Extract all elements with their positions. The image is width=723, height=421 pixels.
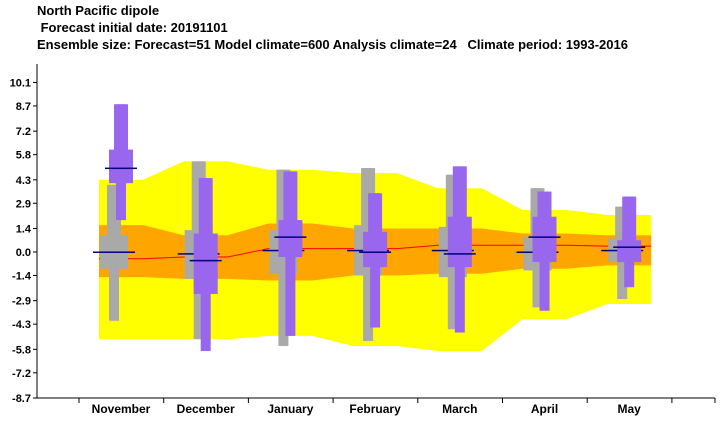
forecast-box-2-iqr — [278, 220, 303, 258]
x-tick-label-5: April — [531, 402, 558, 416]
forecast-box-1-iqr — [193, 233, 218, 294]
y-tick-label-3: 5.8 — [16, 150, 31, 162]
y-tick-label-11: -5.8 — [12, 344, 31, 356]
y-tick-label-13: -8.7 — [12, 393, 31, 405]
forecast-box-4-iqr — [447, 216, 472, 268]
forecast-box-5-iqr — [532, 216, 557, 263]
y-tick-label-8: -1.4 — [12, 270, 32, 282]
y-tick-label-10: -4.3 — [12, 319, 31, 331]
forecast-box-2-median — [274, 236, 307, 238]
model-climate-box-0-median — [93, 251, 135, 253]
chart-title: North Pacific dipole — [37, 3, 160, 18]
box-plots — [93, 104, 646, 352]
forecast-box-0 — [105, 104, 137, 221]
x-tick-label-1: December — [177, 402, 235, 416]
y-tick-label-12: -7.2 — [12, 368, 31, 380]
forecast-box-3-iqr — [363, 231, 388, 268]
forecast-box-4-median — [443, 253, 476, 255]
forecast-box-0-iqr — [109, 149, 133, 184]
y-tick-label-2: 7.2 — [16, 126, 31, 138]
model-climate-box-0 — [93, 184, 135, 321]
forecast-box-1 — [189, 178, 222, 352]
forecast-box-4 — [443, 166, 476, 333]
y-tick-label-5: 2.9 — [16, 198, 31, 210]
chart-info: Ensemble size: Forecast=51 Model climate… — [37, 37, 628, 52]
forecast-box-6-iqr — [617, 240, 642, 263]
x-tick-label-0: November — [92, 402, 151, 416]
y-tick-label-9: -2.9 — [12, 296, 31, 308]
forecast-box-2 — [274, 171, 307, 336]
forecast-box-5-median — [528, 236, 561, 238]
forecast-box-5 — [528, 191, 561, 311]
x-tick-label-6: May — [618, 402, 642, 416]
y-tick-label-6: 1.4 — [16, 223, 32, 235]
y-tick-label-7: 0.0 — [16, 247, 31, 259]
forecast-box-0-median — [105, 167, 137, 170]
forecast-box-6-median — [613, 246, 646, 248]
x-tick-label-4: March — [442, 402, 477, 416]
x-tick-label-3: February — [349, 402, 401, 416]
y-tick-label-0: 10.1 — [10, 77, 31, 89]
y-tick-label-4: 4.3 — [16, 175, 31, 187]
forecast-box-3-median — [359, 251, 392, 253]
y-tick-label-1: 8.7 — [16, 101, 31, 113]
x-tick-label-2: January — [267, 402, 313, 416]
forecast-box-3 — [359, 193, 392, 328]
axes: 10.1 8.7 7.2 5.8 4.3 2.9 1.4 0.0 -1.4 -2.9 -4.3 -5.… — [10, 64, 716, 416]
forecast-box-6 — [613, 196, 646, 288]
chart-subtitle: Forecast initial date: 20191101 — [37, 20, 228, 35]
forecast-box-1-median — [189, 259, 222, 262]
